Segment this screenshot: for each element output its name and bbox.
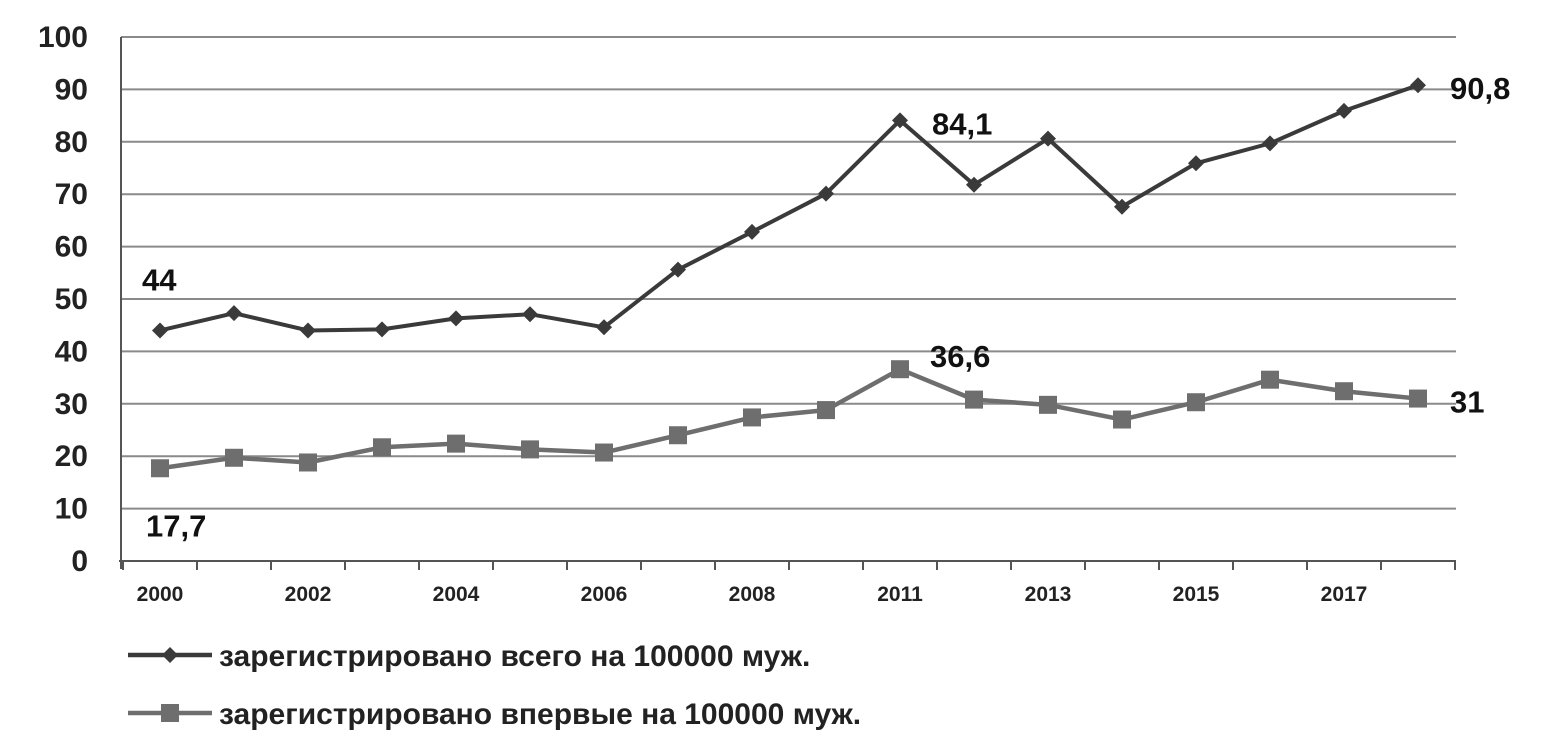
- diamond-marker: [966, 176, 982, 193]
- x-tick-label: 2011: [877, 583, 923, 606]
- square-marker: [1409, 389, 1427, 408]
- square-marker: [669, 426, 687, 445]
- diamond-marker: [818, 185, 834, 202]
- square-marker: [373, 438, 391, 457]
- y-tick-label: 50: [55, 283, 88, 316]
- x-tick-label: 2017: [1321, 583, 1368, 606]
- legend: зарегистрировано всего на 100000 муж. зар…: [128, 640, 861, 731]
- diamond-marker: [596, 319, 612, 336]
- square-marker: [447, 434, 465, 453]
- series-2: [151, 360, 1427, 478]
- diamond-marker: [300, 322, 316, 339]
- diamond-marker: [1040, 130, 1056, 147]
- x-tick-label: 2015: [1173, 583, 1220, 606]
- diamond-marker: [1262, 135, 1278, 152]
- square-marker: [151, 459, 169, 478]
- diamond-marker: [226, 305, 242, 322]
- diamond-marker: [448, 310, 464, 327]
- x-tick-label: 2008: [729, 583, 776, 606]
- x-tick-label: 2004: [433, 583, 480, 606]
- diamond-marker: [670, 261, 686, 278]
- series-1: [152, 77, 1426, 339]
- axes: [119, 37, 1456, 570]
- y-tick-label: 40: [55, 335, 88, 368]
- data-label: 36,6: [930, 339, 990, 374]
- diamond-marker: [152, 322, 168, 339]
- legend-label: зарегистрировано всего на 100000 муж.: [219, 640, 810, 673]
- x-tick-label: 2002: [285, 583, 332, 606]
- diamond-marker: [1188, 155, 1204, 172]
- data-label: 44: [142, 262, 177, 297]
- y-tick-label: 60: [55, 231, 88, 264]
- x-axis-tick-labels: 2000 2002 2004 2006 2008 2011 2013 2015 2017: [137, 583, 1368, 606]
- diamond-marker: [1114, 198, 1130, 215]
- diamond-marker: [744, 223, 760, 240]
- y-tick-label: 10: [55, 493, 88, 526]
- diamond-marker: [1410, 77, 1426, 94]
- square-marker: [891, 360, 909, 379]
- legend-label: зарегистрировано впервые на 100000 муж.: [219, 698, 861, 731]
- legend-entry: зарегистрировано всего на 100000 муж.: [128, 640, 810, 673]
- data-label: 90,8: [1450, 71, 1510, 106]
- data-label: 31: [1450, 385, 1484, 420]
- square-marker: [817, 401, 835, 420]
- data-label: 17,7: [146, 508, 206, 543]
- square-marker: [1113, 410, 1131, 429]
- square-marker: [225, 448, 243, 467]
- x-tick-label: 2013: [1025, 583, 1072, 606]
- diamond-marker: [1336, 102, 1352, 119]
- series-line: [159, 366, 1419, 471]
- diamond-marker: [162, 647, 178, 663]
- square-marker: [1039, 395, 1057, 414]
- legend-entry: зарегистрировано впервые на 100000 муж.: [128, 698, 861, 731]
- x-tick-label: 2006: [581, 583, 628, 606]
- y-tick-label: 0: [71, 545, 88, 578]
- series-line: [159, 83, 1419, 333]
- square-marker: [1261, 370, 1279, 389]
- diamond-marker: [522, 306, 538, 323]
- diamond-marker: [374, 321, 390, 338]
- y-tick-label: 30: [55, 388, 88, 421]
- square-marker: [743, 408, 761, 427]
- square-marker: [965, 390, 983, 409]
- y-axis-tick-labels: 0 10 20 30 40 50 60 70 80 90 100: [38, 21, 88, 578]
- data-labels: 44 84,1 90,8 17,7 36,6 31: [142, 71, 1510, 543]
- y-tick-label: 20: [55, 440, 88, 473]
- y-tick-label: 80: [55, 126, 88, 159]
- data-label: 84,1: [932, 106, 992, 141]
- square-marker: [521, 440, 539, 459]
- square-marker: [1335, 382, 1353, 401]
- x-tick-label: 2000: [137, 583, 184, 606]
- diamond-marker: [892, 112, 908, 129]
- square-marker: [299, 453, 317, 472]
- y-tick-label: 100: [38, 21, 88, 54]
- square-marker: [161, 704, 179, 722]
- square-marker: [1187, 393, 1205, 412]
- data-series: [151, 77, 1427, 478]
- square-marker: [595, 443, 613, 462]
- y-tick-label: 90: [55, 73, 88, 106]
- gridlines: [121, 36, 1456, 510]
- y-tick-label: 70: [55, 178, 88, 211]
